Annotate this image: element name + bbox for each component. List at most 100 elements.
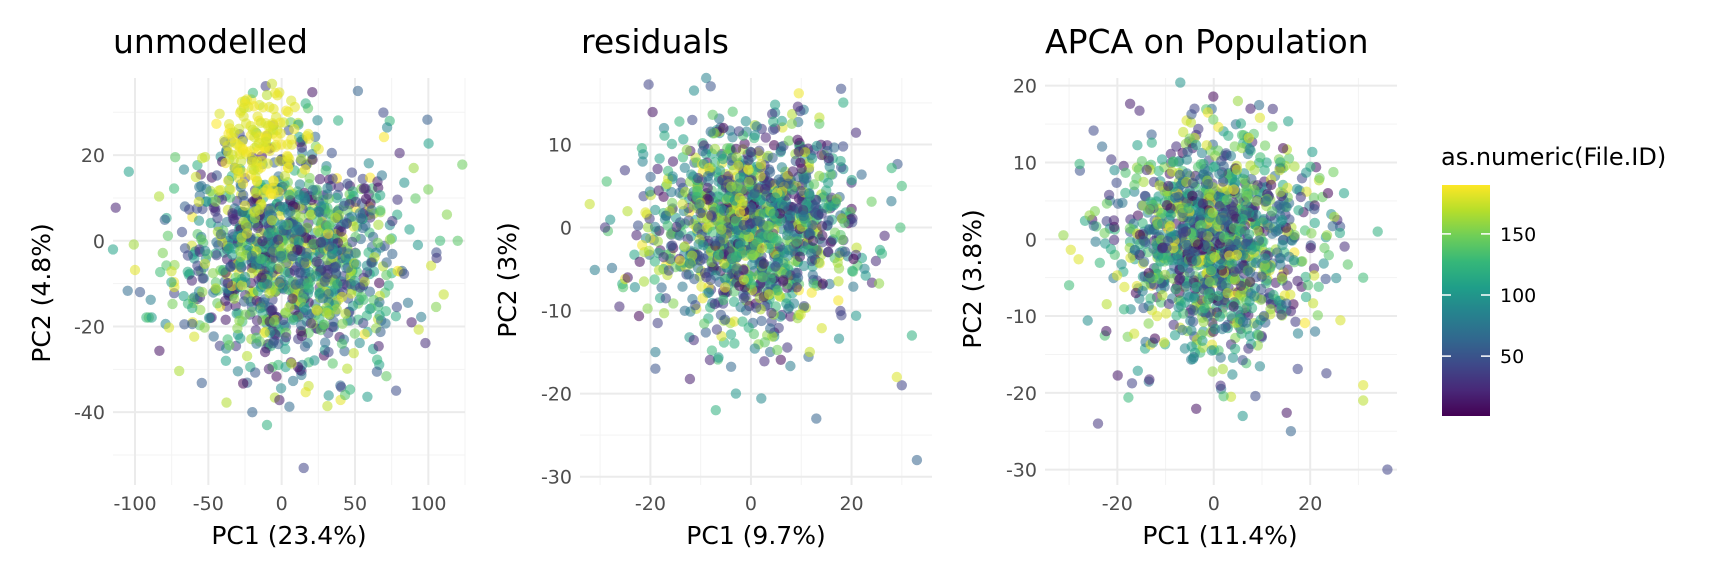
data-point: [274, 262, 285, 273]
data-point: [817, 230, 828, 241]
data-point: [787, 108, 798, 120]
data-point: [344, 384, 356, 395]
data-point: [1307, 298, 1319, 309]
data-point: [659, 130, 670, 141]
data-point: [679, 241, 690, 252]
data-point: [336, 382, 347, 393]
data-point: [1289, 229, 1300, 241]
data-point: [1065, 244, 1077, 255]
data-point: [1132, 140, 1143, 151]
data-point: [814, 170, 825, 182]
data-point: [273, 234, 284, 245]
data-point: [1258, 310, 1270, 322]
data-point: [275, 250, 287, 262]
data-point: [307, 184, 319, 196]
data-point: [667, 171, 678, 182]
data-point: [632, 220, 644, 231]
data-point: [1164, 221, 1176, 232]
data-point: [375, 326, 386, 338]
data-point: [1275, 186, 1286, 198]
data-point: [701, 72, 712, 84]
data-point: [804, 346, 815, 358]
data-point: [220, 157, 231, 169]
data-point: [911, 454, 923, 466]
data-point: [768, 116, 779, 128]
data-point: [1214, 201, 1225, 212]
x-axis-title: PC1 (11.4%): [1142, 521, 1297, 550]
data-point: [296, 330, 308, 342]
legend-break-label: 50: [1500, 346, 1524, 368]
data-point: [319, 276, 330, 287]
data-point: [360, 183, 371, 194]
data-point: [287, 250, 298, 262]
data-point: [215, 229, 227, 240]
data-point: [658, 308, 670, 319]
data-point: [684, 258, 695, 269]
data-point: [1138, 256, 1150, 267]
data-point: [1276, 309, 1287, 320]
data-point: [695, 207, 706, 219]
data-point: [1201, 140, 1212, 151]
data-point: [757, 243, 768, 254]
data-point: [710, 405, 721, 416]
data-point: [303, 282, 314, 293]
data-point: [431, 252, 442, 264]
data-point: [1252, 225, 1263, 237]
data-point: [248, 101, 259, 112]
data-point: [322, 183, 333, 194]
data-point: [696, 281, 707, 292]
data-point: [786, 118, 797, 129]
data-point: [1229, 266, 1240, 277]
data-point: [703, 163, 714, 174]
data-point: [375, 190, 386, 201]
data-point: [763, 230, 774, 241]
data-point: [1237, 316, 1249, 327]
data-point: [371, 354, 383, 365]
data-point: [1177, 324, 1188, 336]
data-point: [663, 265, 674, 276]
panel-unmodelled: unmodelled -100 -50 0 50 100 -40 -20 0 20 PC1 (…: [27, 22, 468, 550]
data-point: [1149, 333, 1161, 344]
data-point: [1158, 337, 1170, 348]
data-point: [643, 245, 655, 257]
data-point: [247, 87, 259, 99]
data-point: [196, 377, 207, 389]
data-point: [834, 247, 845, 258]
data-point: [1212, 145, 1224, 156]
data-point: [387, 215, 398, 227]
data-point: [352, 85, 364, 97]
data-point: [1185, 117, 1197, 128]
data-point: [1186, 341, 1197, 352]
data-point: [1163, 298, 1175, 310]
data-point: [311, 305, 323, 316]
panel-residuals: residuals -20 0 20 -30 -20 -10 0 10 PC1 (9.7%)…: [493, 22, 932, 550]
data-point: [674, 217, 686, 228]
data-point: [1117, 197, 1128, 208]
data-point: [277, 282, 288, 294]
data-point: [392, 194, 403, 205]
data-point: [1259, 140, 1271, 151]
data-point: [879, 230, 890, 241]
data-point: [193, 266, 204, 277]
data-point: [1285, 426, 1297, 437]
data-point: [200, 245, 211, 257]
data-point: [1309, 270, 1320, 281]
data-point: [252, 222, 263, 234]
data-point: [232, 366, 244, 377]
data-point: [731, 263, 742, 274]
data-point: [1250, 257, 1262, 269]
data-point: [441, 209, 453, 220]
data-point: [354, 337, 365, 349]
data-point: [720, 273, 731, 285]
data-point: [1218, 232, 1230, 243]
data-point: [832, 257, 843, 268]
data-point: [399, 177, 410, 188]
data-point: [1157, 290, 1168, 301]
data-point: [677, 199, 688, 210]
data-point: [123, 166, 134, 177]
data-point: [255, 117, 267, 128]
data-point: [748, 328, 760, 340]
data-point: [1094, 257, 1106, 268]
data-point: [1245, 103, 1256, 114]
data-point: [1207, 366, 1218, 377]
